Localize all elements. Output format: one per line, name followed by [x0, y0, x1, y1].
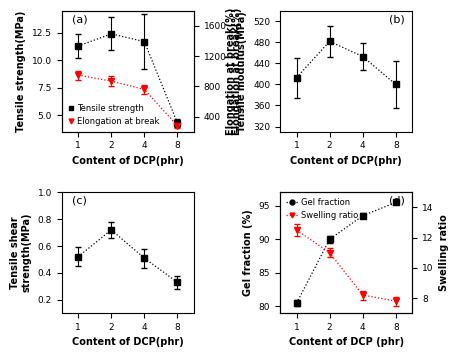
X-axis label: Content of DCP(phr): Content of DCP(phr): [72, 156, 184, 166]
Text: (c): (c): [72, 196, 87, 206]
Y-axis label: Elongation at break(%): Elongation at break(%): [232, 8, 242, 135]
X-axis label: Content of DCP(phr): Content of DCP(phr): [72, 337, 184, 347]
Y-axis label: Tensile shear
strength(MPa): Tensile shear strength(MPa): [10, 213, 32, 292]
Legend: Tensile strength, Elongation at break: Tensile strength, Elongation at break: [66, 102, 161, 127]
Y-axis label: Elongation at break(%)
Tensile modulus(MPa): Elongation at break(%) Tensile modulus(M…: [226, 8, 247, 135]
Y-axis label: Tensile strength(MPa): Tensile strength(MPa): [16, 10, 26, 132]
Y-axis label: Swelling ratio: Swelling ratio: [439, 214, 449, 291]
Legend: Gel fraction, Swelling ratio: Gel fraction, Swelling ratio: [284, 197, 360, 222]
Y-axis label: Gel fraction (%): Gel fraction (%): [243, 210, 253, 296]
X-axis label: Content of DCP (phr): Content of DCP (phr): [289, 337, 404, 347]
Text: (d): (d): [389, 196, 404, 206]
X-axis label: Content of DCP(phr): Content of DCP(phr): [290, 156, 402, 166]
Text: (b): (b): [389, 14, 404, 24]
Text: (a): (a): [72, 14, 88, 24]
